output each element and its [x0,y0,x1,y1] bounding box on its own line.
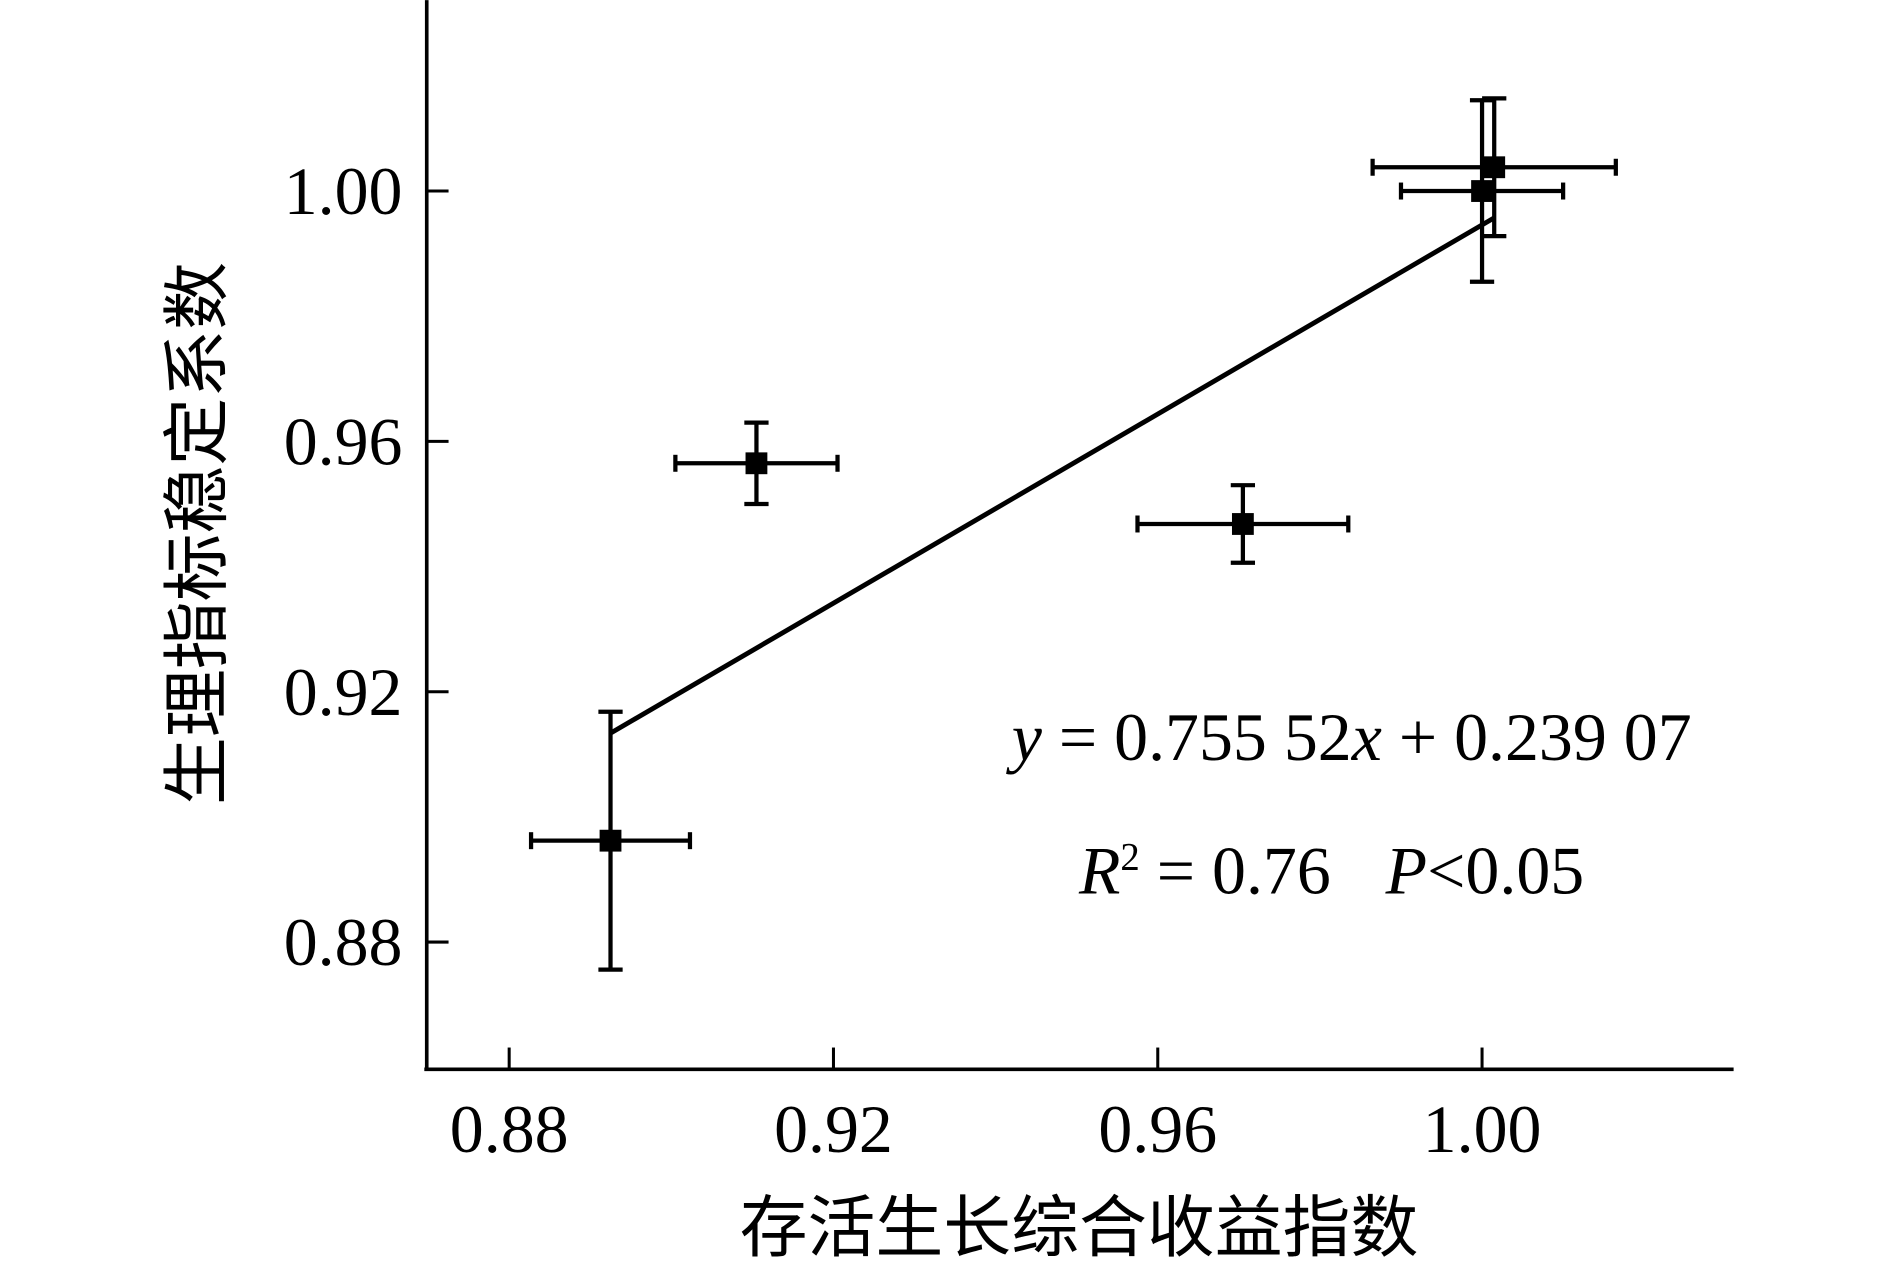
y-tick-label: 0.92 [284,655,403,730]
x-tick-label: 0.96 [1098,1092,1217,1167]
eq-x-symbol: x [1351,700,1382,775]
x-tick-label: 0.92 [774,1092,893,1167]
eq-y-symbol: y [1006,700,1043,775]
x-ticks: 0.88 0.92 0.96 1.00 [450,1047,1542,1167]
data-point [745,452,768,475]
y-tick-label: 0.96 [284,404,403,479]
r-squared-annotation: R2 = 0.76 [1078,834,1331,909]
p-symbol: P [1385,834,1427,909]
p-annotation: P<0.05 [1385,834,1585,909]
data-point [1483,156,1506,179]
x-tick-label: 1.00 [1423,1092,1542,1167]
r-value: = 0.76 [1140,834,1331,909]
axes [424,0,1734,1072]
y-ticks: 0.88 0.92 0.96 1.00 [284,154,449,980]
data-point [1471,180,1493,202]
eq-intercept: + 0.239 07 [1382,700,1692,775]
x-axis-title: 存活生长综合收益指数 [740,1189,1419,1261]
r-symbol: R [1078,834,1120,909]
regression-equation: y = 0.755 52x + 0.239 07 [1006,700,1692,775]
y-tick-label: 0.88 [284,905,403,980]
x-tick-label: 0.88 [450,1092,569,1167]
fit-line-group [609,215,1496,736]
r-superscript: 2 [1120,835,1139,878]
eq-slope: = 0.755 52 [1042,700,1352,775]
data-points [599,156,1506,852]
data-point [1231,513,1254,535]
y-axis-title: 生理指标稳定系数 [159,262,238,805]
y-tick-label: 1.00 [284,154,403,229]
data-point [599,829,622,852]
regression-line [609,215,1496,736]
p-value: <0.05 [1427,834,1584,909]
